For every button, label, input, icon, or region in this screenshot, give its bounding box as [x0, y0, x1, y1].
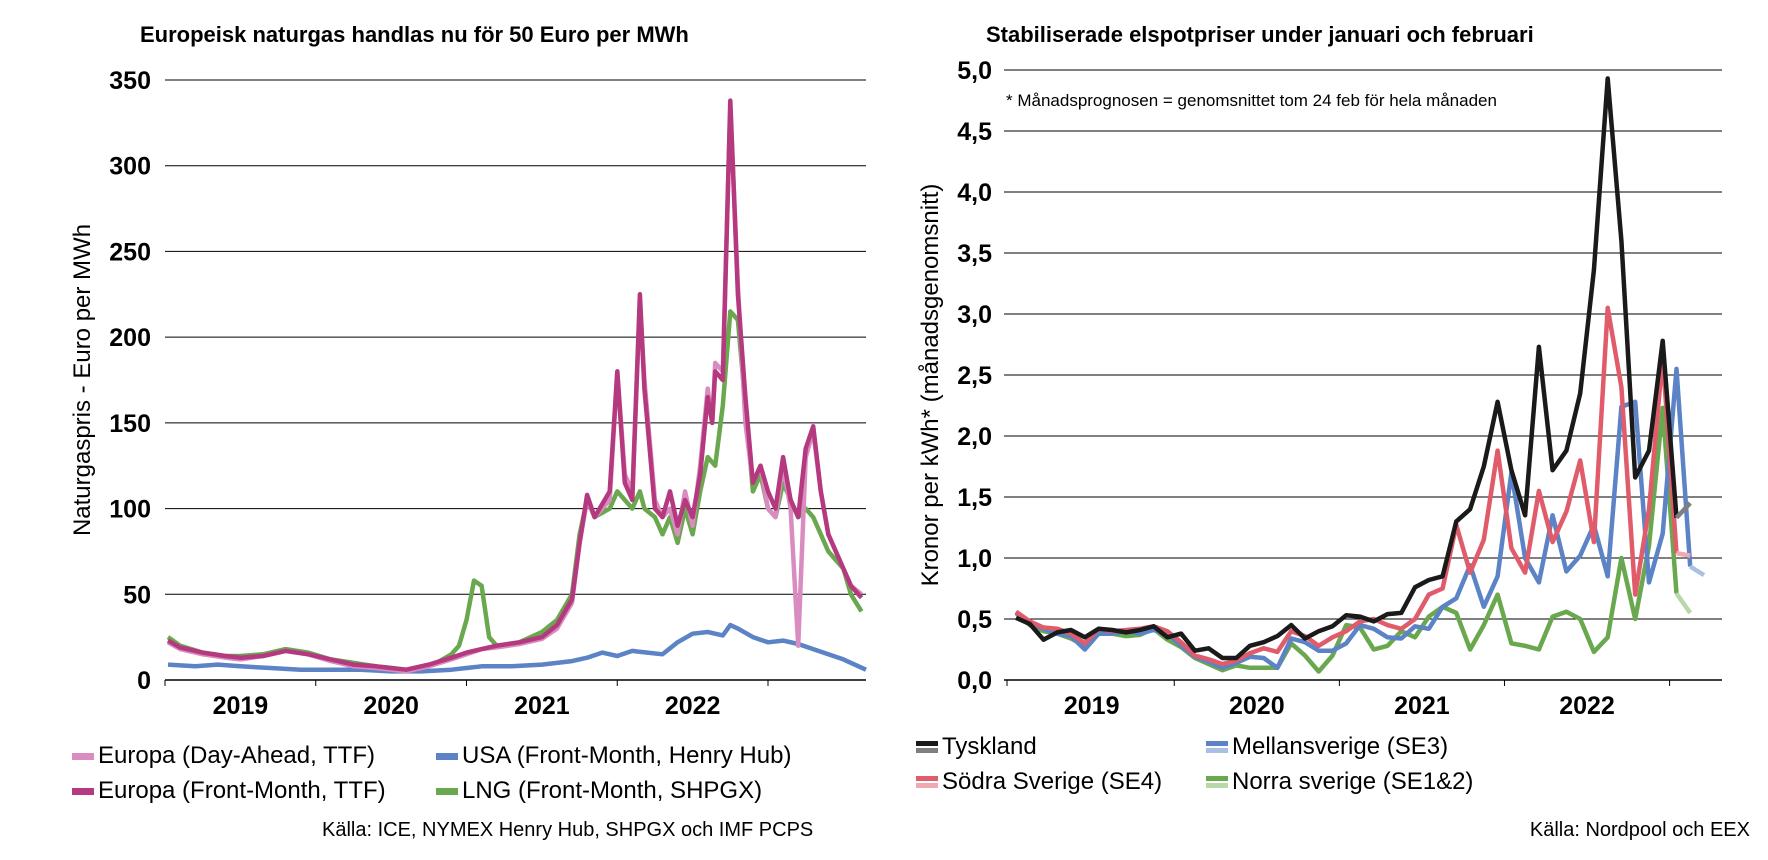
- x-tick-label: 2021: [1394, 692, 1450, 720]
- left-source: Källa: ICE, NYMEX Henry Hub, SHPGX och I…: [322, 819, 814, 841]
- y-tick-label: 300: [109, 153, 151, 181]
- right-source: Källa: Nordpool och EEX: [1529, 819, 1750, 841]
- x-tick-label: 2021: [514, 692, 570, 720]
- right-chart-title: Stabiliserade elspotpriser under januari…: [986, 22, 1534, 47]
- y-tick-label: 200: [109, 324, 151, 352]
- legend-swatch: [436, 787, 458, 795]
- series-line-usa-front-month-henry-hub-: [167, 622, 867, 674]
- series-line-norra-sverige-se1-2-: [1014, 405, 1679, 674]
- legend-label: LNG (Front-Month, SHPGX): [462, 777, 763, 804]
- left-chart-panel: Europeisk naturgas handlas nu för 50 Eur…: [140, 22, 689, 47]
- legend-label: Mellansverige (SE3): [1232, 733, 1449, 760]
- series-line-tyskland: [1015, 76, 1679, 661]
- legend-item: Norra sverige (SE1&2): [1206, 768, 1473, 796]
- y-tick-label: 3,0: [957, 301, 992, 329]
- left-plot-area: 0 50 100 150 200 250 300 350 2019 2020 2021 2022 Nat…: [69, 67, 867, 720]
- legend-item: Mellansverige (SE3): [1206, 733, 1448, 761]
- legend-swatch: [916, 740, 938, 754]
- y-tick-label: 4,5: [957, 118, 992, 146]
- legend-item: USA (Front-Month, Henry Hub): [436, 742, 791, 770]
- y-tick-label: 2,0: [957, 423, 992, 451]
- legend-swatch: [72, 752, 94, 760]
- y-tick-label: 1,5: [957, 484, 992, 512]
- y-tick-label: 1,0: [957, 545, 992, 573]
- y-tick-label: 150: [109, 410, 151, 438]
- legend-swatch: [916, 775, 938, 789]
- legend-item: Södra Sverige (SE4): [916, 768, 1162, 796]
- y-tick-label: 0,0: [957, 667, 992, 695]
- forecast-note: * Månadsprognosen = genomsnittet tom 24 …: [1006, 91, 1497, 110]
- x-tick-label: 2019: [1064, 692, 1120, 720]
- x-tick-label: 2022: [665, 692, 721, 720]
- legend-item: Europa (Front-Month, TTF): [72, 777, 386, 805]
- y-tick-label: 5,0: [957, 57, 992, 85]
- legend-label: USA (Front-Month, Henry Hub): [462, 742, 792, 769]
- y-tick-label: 2,5: [957, 362, 992, 390]
- y-axis-label: Kronor per kWh* (månadsgenomsnitt): [917, 184, 944, 587]
- legend-label: Europa (Day-Ahead, TTF): [98, 742, 375, 769]
- x-tick-label: 2020: [1229, 692, 1285, 720]
- y-tick-label: 250: [109, 238, 151, 266]
- y-tick-label: 3,5: [957, 240, 992, 268]
- legend-label: Södra Sverige (SE4): [942, 768, 1163, 795]
- y-axis-label: Naturgaspris - Euro per MWh: [69, 224, 96, 536]
- series-line-europa-front-month-ttf-: [166, 98, 864, 672]
- y-tick-label: 0: [137, 667, 151, 695]
- y-tick-label: 4,0: [957, 179, 992, 207]
- legend-swatch: [1206, 740, 1228, 754]
- legend-label: Tyskland: [942, 733, 1037, 760]
- x-tick-label: 2022: [1559, 692, 1615, 720]
- legend-label: Europa (Front-Month, TTF): [98, 777, 386, 804]
- x-tick-label: 2020: [363, 692, 419, 720]
- y-tick-label: 350: [109, 67, 151, 95]
- forecast-line-s-dra-sverige-se4-: [1676, 550, 1691, 558]
- left-chart-title: Europeisk naturgas handlas nu för 50 Eur…: [140, 22, 689, 47]
- forecast-line-mellansverige-se3-: [1689, 564, 1706, 578]
- y-tick-label: 100: [109, 496, 151, 524]
- forecast-line-norra-sverige-se1-2-: [1674, 592, 1693, 615]
- series-line-s-dra-sverige-se4-: [1014, 305, 1679, 667]
- series-line-europa-day-ahead-ttf-: [166, 103, 863, 674]
- legend-swatch: [1206, 775, 1228, 789]
- legend-item: Europa (Day-Ahead, TTF): [72, 742, 375, 770]
- y-tick-label: 50: [123, 581, 151, 609]
- legend-label: Norra sverige (SE1&2): [1232, 768, 1474, 795]
- legend-item: LNG (Front-Month, SHPGX): [436, 777, 762, 805]
- legend-swatch: [72, 787, 94, 795]
- right-plot-area: 0,0 0,5 1,0 1,5 2,0 2,5 3,0 3,5 4,0 4,5 5,0 2019 202…: [917, 57, 1722, 720]
- forecast-line-tyskland: [1674, 501, 1692, 520]
- legend-item: Tyskland: [916, 733, 1037, 761]
- x-tick-label: 2019: [213, 692, 269, 720]
- y-tick-label: 0,5: [957, 606, 992, 634]
- legend-swatch: [436, 752, 458, 760]
- series-line-lng-front-month-shpgx-: [166, 309, 864, 672]
